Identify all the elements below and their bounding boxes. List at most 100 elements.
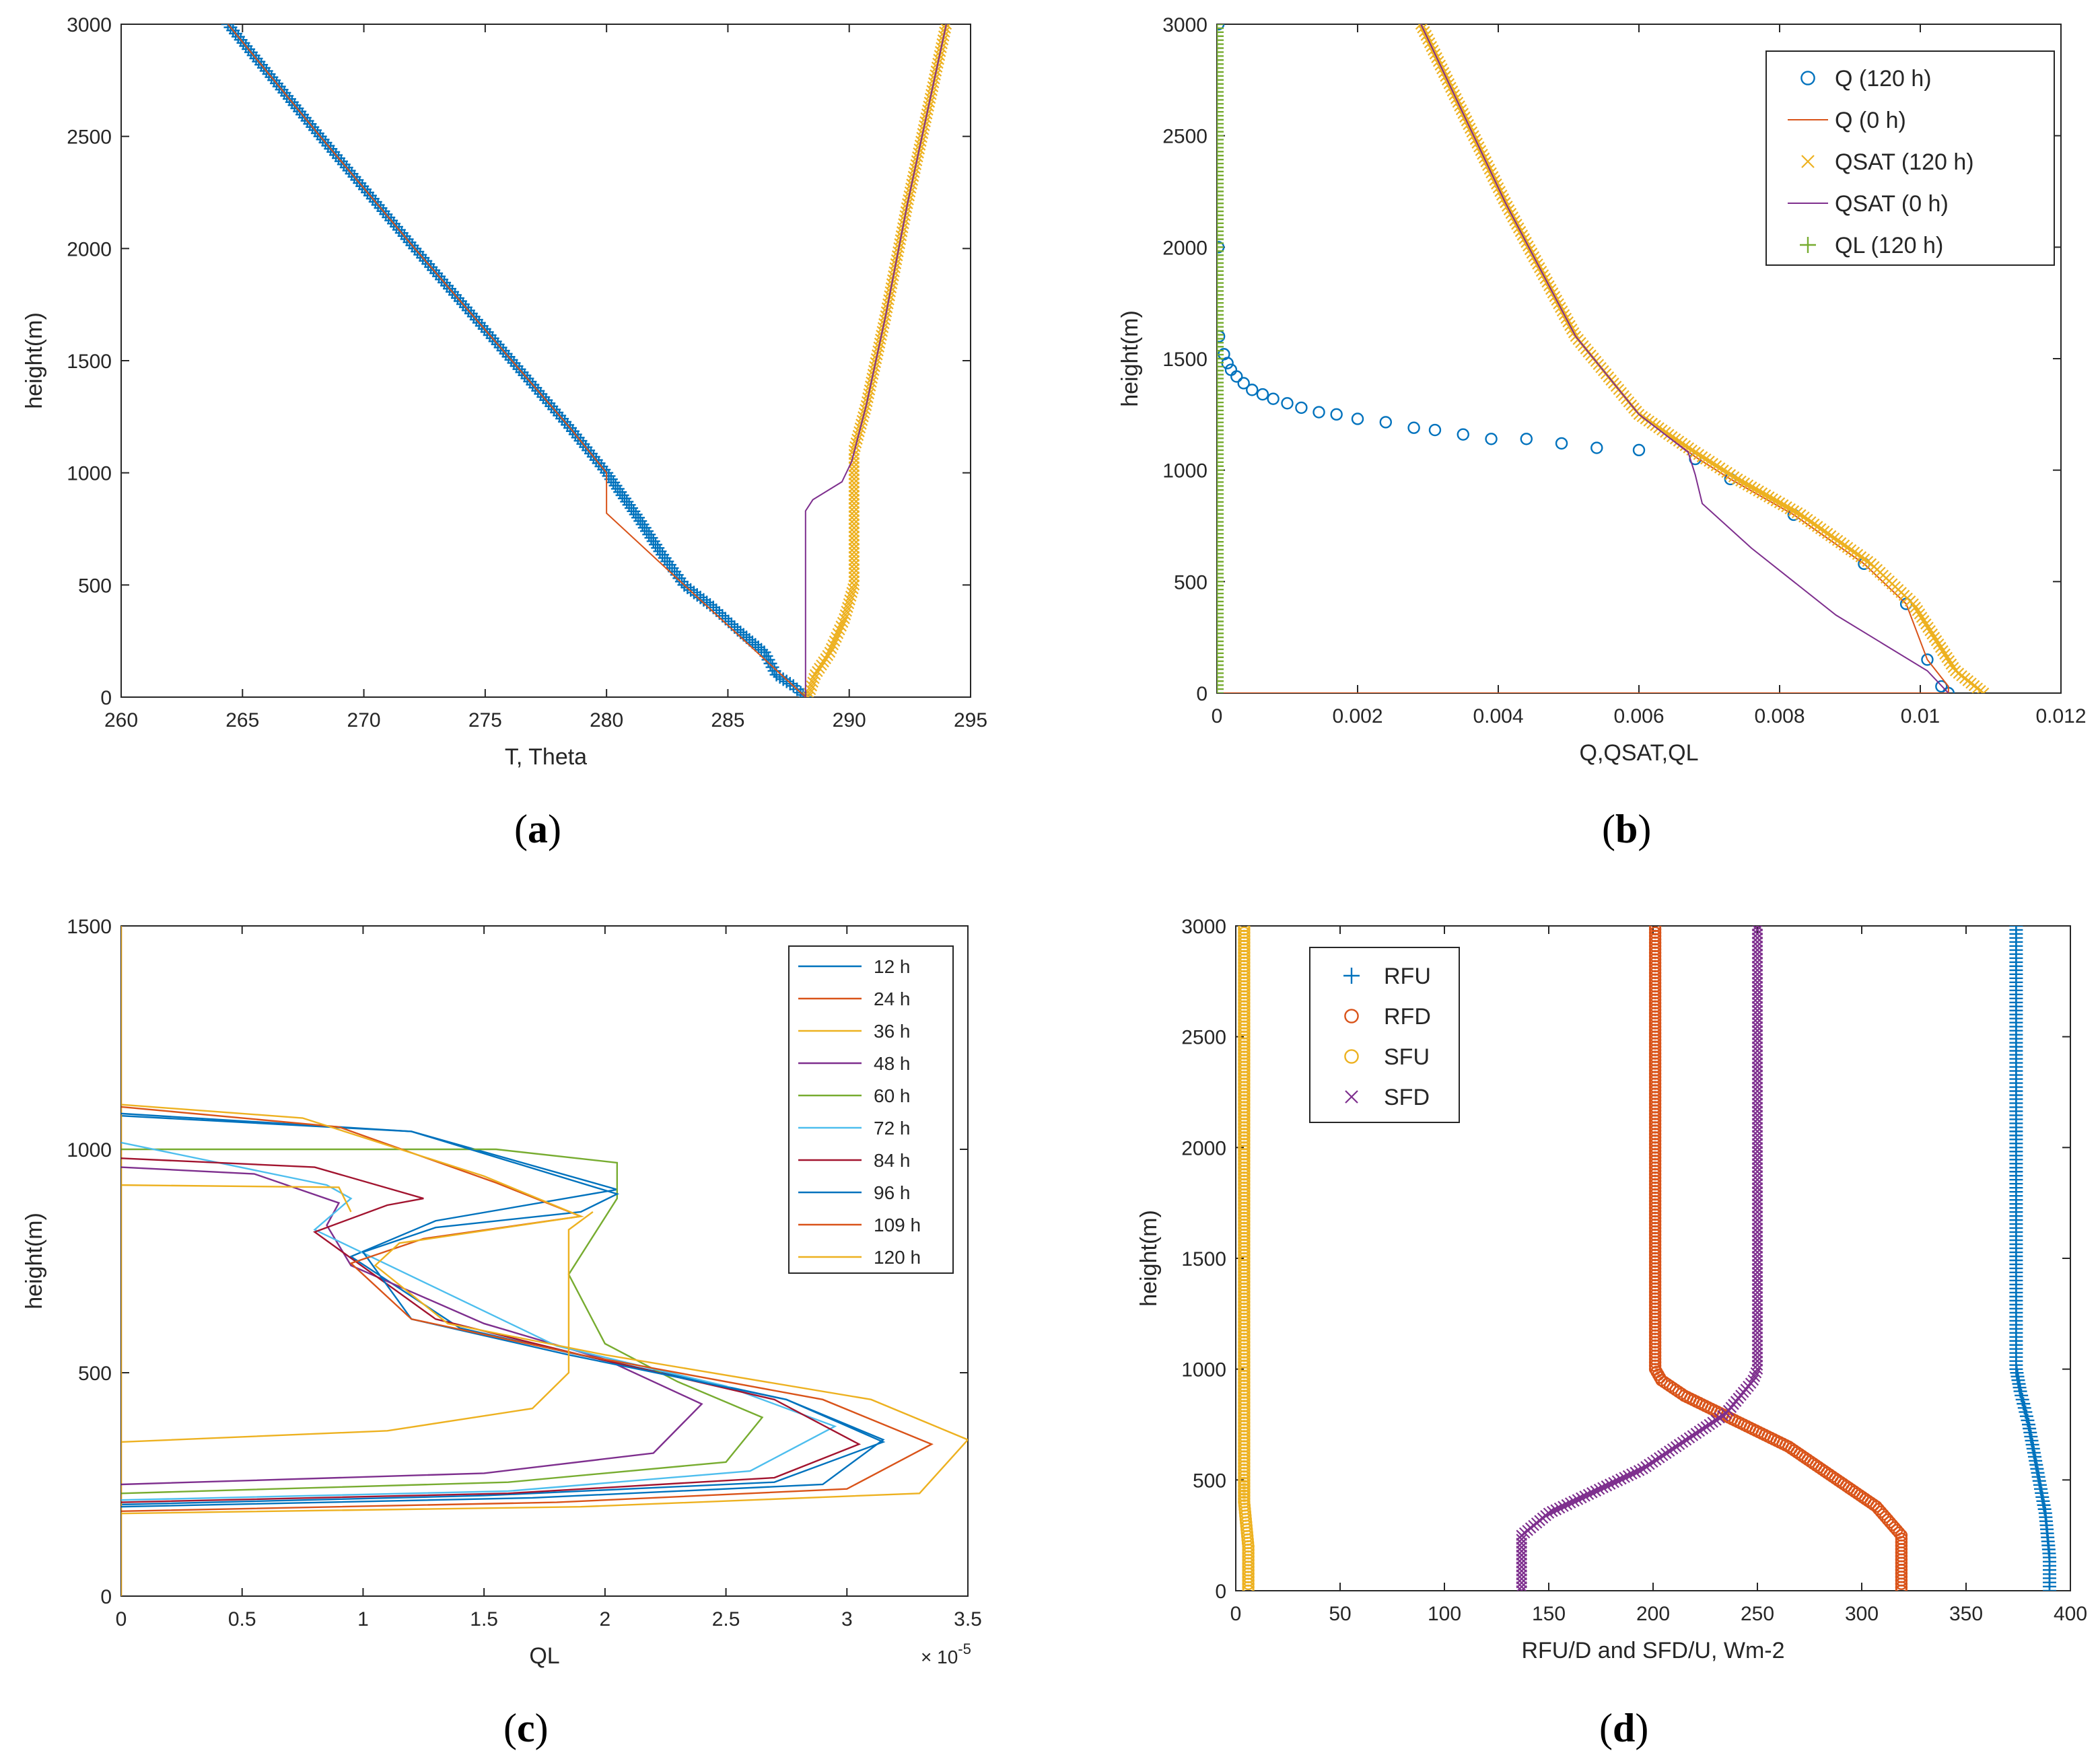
- data-point: [1217, 610, 1224, 624]
- panel-d: 0 50 100 150 200 250 300 350 400 0 500 1000 1500 2000…: [1136, 916, 2087, 1750]
- data-point: [1751, 1327, 1763, 1339]
- data-point: [1656, 424, 1668, 436]
- legend-label: Q (120 h): [1835, 66, 1932, 92]
- data-point: [1751, 1303, 1763, 1315]
- data-point: [1788, 505, 1800, 517]
- data-point: [1751, 1085, 1763, 1097]
- series-ql-120-h-: [1217, 24, 1224, 693]
- y-tick-label: 1000: [1181, 1359, 1226, 1381]
- data-point: [1217, 120, 1224, 135]
- data-point: [1781, 501, 1792, 513]
- data-point: [1217, 575, 1224, 589]
- data-point: [848, 575, 860, 587]
- data-point: [1751, 1234, 1763, 1246]
- data-point: [1217, 89, 1224, 103]
- data-point: [1516, 1549, 1527, 1561]
- data-point: [822, 649, 834, 661]
- data-point: [1217, 288, 1224, 302]
- data-point: [1217, 396, 1224, 410]
- data-point: [1590, 1485, 1602, 1497]
- data-point: [1751, 1299, 1763, 1311]
- legend-label: Q (0 h): [1835, 108, 1906, 133]
- y-tick-label: 500: [78, 575, 112, 597]
- legend-box: [1309, 947, 1460, 1123]
- legend: Q (120 h) Q (0 h) QSAT (120 h) QSAT (0 h) QL…: [1765, 50, 2055, 266]
- y-tick-label: 1500: [1181, 1248, 1226, 1270]
- data-point: [1751, 1001, 1763, 1013]
- data-point: [812, 665, 823, 678]
- series-t-0-h-: [227, 24, 806, 697]
- data-point: [1217, 180, 1224, 194]
- data-point: [827, 639, 839, 651]
- data-point: [1751, 1114, 1763, 1125]
- y-tick-label: 1500: [1162, 349, 1208, 371]
- data-point: [1217, 539, 1224, 553]
- data-point: [818, 656, 829, 668]
- data-point: [1572, 1494, 1584, 1505]
- data-point: [1516, 1581, 1527, 1591]
- data-point: [1217, 161, 1224, 174]
- data-point: [1217, 670, 1224, 684]
- x-tick-label: 290: [833, 709, 866, 731]
- legend-label: 84 h: [874, 1150, 911, 1171]
- y-tick-label: 1500: [67, 351, 112, 373]
- data-point: [1745, 481, 1757, 493]
- x-axis-label: T, Theta: [505, 744, 587, 770]
- data-point: [814, 662, 825, 674]
- data-point: [1217, 447, 1224, 461]
- data-point: [1751, 1098, 1763, 1109]
- data-point: [1217, 196, 1224, 211]
- data-point: [1920, 618, 1932, 630]
- series-line: [121, 1157, 862, 1503]
- data-point: [1224, 363, 1238, 376]
- data-point: [1238, 1476, 1251, 1490]
- data-point: [1922, 621, 1934, 633]
- data-point: [1217, 363, 1224, 377]
- data-point: [1217, 666, 1224, 680]
- x-tick-label: 1.5: [470, 1608, 498, 1630]
- data-point: [1217, 248, 1224, 262]
- data-point: [1217, 384, 1224, 398]
- data-point: [1751, 1295, 1763, 1307]
- data-point: [1217, 554, 1224, 569]
- data-point: [1945, 658, 1957, 670]
- data-point: [1407, 421, 1420, 434]
- x-tick-label: 300: [1845, 1603, 1879, 1625]
- data-point: [1217, 479, 1224, 493]
- data-point: [1238, 1480, 1251, 1492]
- data-point: [1217, 499, 1224, 513]
- data-point: [1256, 388, 1269, 401]
- data-point: [1217, 579, 1224, 593]
- caption-close: ): [548, 807, 561, 851]
- data-point: [1217, 240, 1224, 254]
- data-point: [1751, 1218, 1763, 1230]
- data-point: [1217, 639, 1224, 652]
- data-point: [1217, 292, 1224, 306]
- y-tick-label: 3000: [1181, 916, 1226, 938]
- x-exponent-base: × 10: [921, 1647, 958, 1667]
- series-sfd: [1516, 926, 1763, 1591]
- legend: 12 h 24 h 36 h 48 h 60 h 72 h 84 h 96 h 109 h 120…: [788, 945, 954, 1274]
- y-tick-label: 0: [100, 1586, 112, 1608]
- data-point: [1217, 312, 1224, 326]
- data-point: [1751, 1061, 1763, 1073]
- data-point: [1217, 631, 1224, 645]
- data-point: [1217, 113, 1224, 127]
- data-point: [1630, 1466, 1642, 1478]
- data-point: [1601, 1480, 1613, 1492]
- data-point: [848, 522, 860, 534]
- data-point: [1637, 1463, 1648, 1475]
- data-point: [1615, 1473, 1627, 1485]
- data-point: [1751, 1274, 1763, 1287]
- data-point: [1217, 535, 1224, 549]
- series-48-h: [121, 1166, 703, 1486]
- data-point: [1217, 244, 1224, 258]
- caption-letter: c: [517, 1706, 535, 1750]
- data-point: [1663, 429, 1675, 440]
- data-point: [1217, 24, 1224, 35]
- data-point: [1751, 1178, 1763, 1190]
- data-point: [1217, 411, 1224, 425]
- data-point: [1714, 1412, 1725, 1424]
- data-point: [1751, 1009, 1763, 1021]
